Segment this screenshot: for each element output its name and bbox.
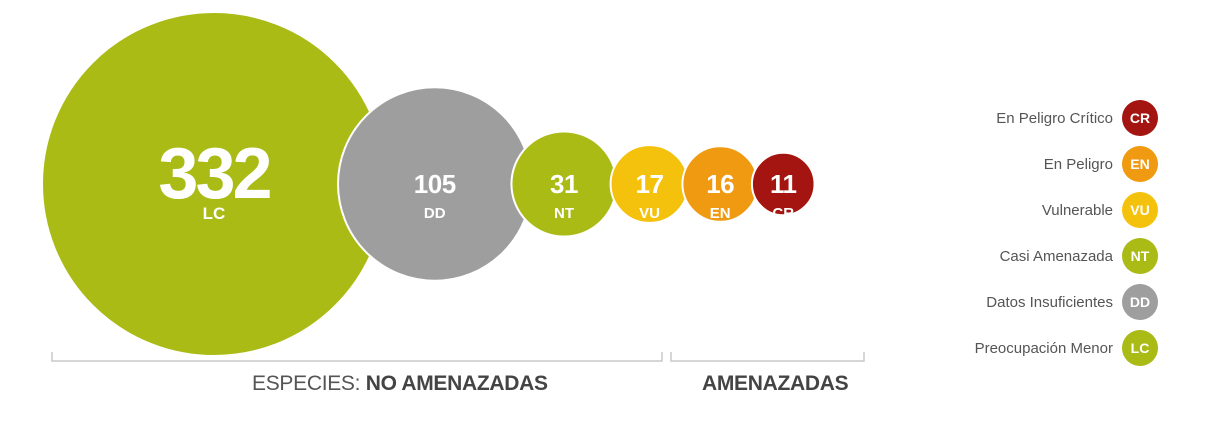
legend-item-dd: Datos Insuficientes DD	[975, 284, 1158, 320]
legend-label: Vulnerable	[1041, 201, 1113, 219]
bubble-cr	[750, 151, 816, 217]
group-label-name: NO AMENAZADAS	[365, 372, 548, 395]
bubble-code-lc: LC	[203, 204, 226, 223]
bubble-value-cr: 11	[770, 169, 797, 199]
bracket-no-amenazadas	[51, 352, 663, 362]
legend-badge-nt: NT	[1122, 238, 1158, 274]
bubble-value-lc: 332	[158, 134, 270, 214]
legend-badge-en: EN	[1122, 146, 1158, 182]
legend-badge-dd: DD	[1122, 284, 1158, 320]
legend-label: Preocupación Menor	[974, 339, 1113, 357]
legend-badge-lc: LC	[1122, 330, 1158, 366]
bubble-code-en: EN	[710, 205, 731, 222]
legend-label: Casi Amenazada	[999, 247, 1113, 265]
legend-item-vu: Vulnerable VU	[975, 192, 1158, 228]
bubble-value-dd: 105	[414, 169, 456, 199]
bubble-code-vu: VU	[639, 205, 660, 222]
legend-item-lc: Preocupación Menor LC	[975, 330, 1158, 366]
bubble-code-nt: NT	[554, 205, 574, 222]
legend-item-nt: Casi Amenazada NT	[975, 238, 1158, 274]
bubble-code-dd: DD	[424, 205, 446, 222]
group-label-prefix: ESPECIES:	[252, 372, 366, 395]
group-brackets	[51, 352, 865, 362]
legend-badge-cr: CR	[1122, 100, 1158, 136]
legend-label: En Peligro Crítico	[996, 109, 1113, 127]
legend-label: Datos Insuficientes	[986, 293, 1113, 311]
bubble-code-cr: CR	[772, 205, 794, 222]
bubble-value-en: 16	[706, 169, 734, 199]
bracket-amenazadas	[670, 352, 865, 362]
bubble-value-vu: 17	[636, 169, 664, 199]
legend-item-en: En Peligro EN	[975, 146, 1158, 182]
legend-item-cr: En Peligro Crítico CR	[975, 100, 1158, 136]
group-label-name: AMENAZADAS	[702, 372, 849, 395]
group-label-amenazadas: AMENAZADAS	[702, 372, 849, 396]
legend: En Peligro Crítico CR En Peligro EN Vulnerab…	[975, 100, 1158, 376]
bubble-value-nt: 31	[550, 169, 578, 199]
legend-badge-vu: VU	[1122, 192, 1158, 228]
legend-label: En Peligro	[1043, 155, 1113, 173]
group-label-no-amenazadas: ESPECIES: NO AMENAZADAS	[252, 372, 548, 396]
